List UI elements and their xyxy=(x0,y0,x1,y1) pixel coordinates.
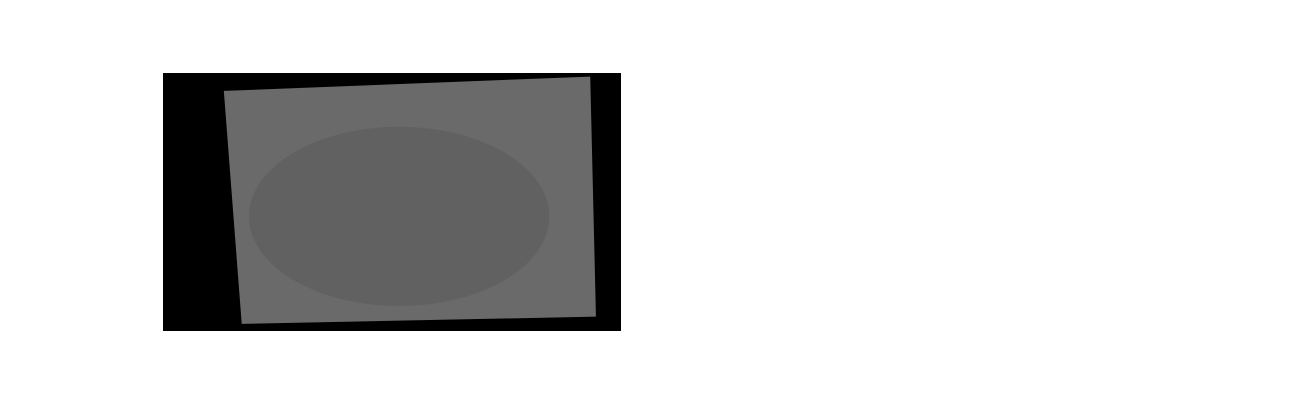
image-area xyxy=(163,73,621,331)
image-shading xyxy=(248,126,550,306)
